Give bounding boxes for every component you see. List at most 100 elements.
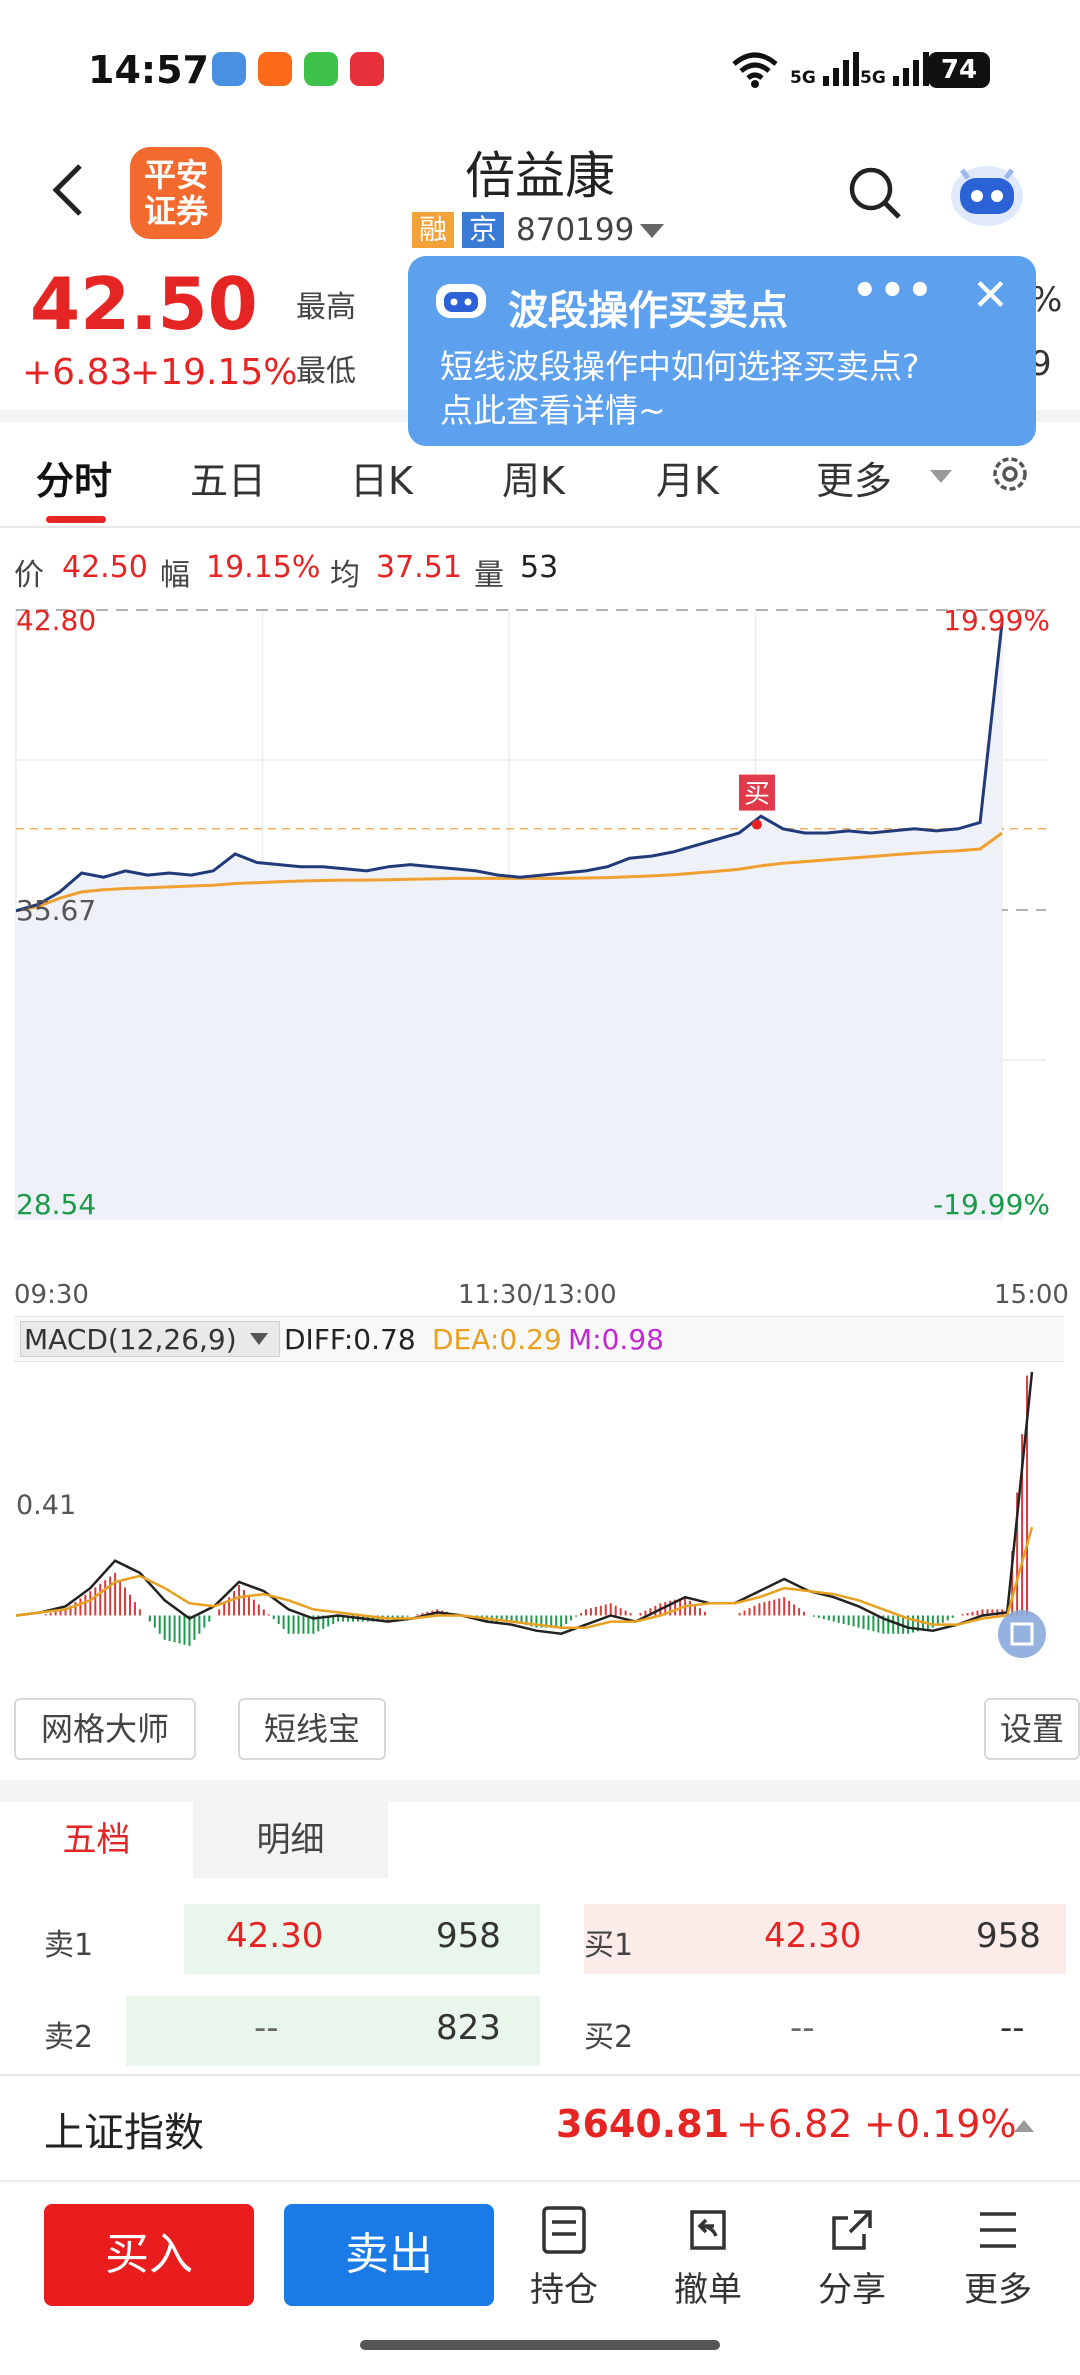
message-notification-icon — [304, 52, 338, 86]
ai-assistant-icon[interactable] — [946, 152, 1028, 234]
current-price: 42.50 — [30, 262, 258, 346]
tabs-divider — [0, 526, 1080, 528]
cancel-order-icon — [690, 2210, 726, 2250]
app-notification-icon — [212, 52, 246, 86]
order-book: 卖1 42.30 958 卖2 -- 823 买1 42.30 958 买2 -… — [0, 1878, 1080, 2070]
index-change: +6.82 — [736, 2102, 853, 2146]
sell2-label: 卖2 — [44, 2020, 94, 2055]
margin-tag: 融 — [412, 212, 454, 248]
menu-icon — [980, 2212, 1016, 2248]
tab-intraday[interactable]: 分时 — [36, 459, 113, 503]
settings-button[interactable]: 设置 — [984, 1698, 1080, 1760]
buy-signal-label: 买 — [744, 780, 770, 810]
buy2-volume: -- — [1000, 2008, 1025, 2048]
logo-text: 平安 证券 — [143, 156, 208, 230]
stock-name: 倍益康 — [465, 147, 615, 205]
macd-m-label: M:0.98 — [568, 1323, 664, 1356]
macd-diff-line — [15, 1371, 1034, 1635]
macd-header: MACD(12,26,9) DIFF:0.78 DEA:0.29 M:0.98 — [14, 1316, 1064, 1362]
buy-depth-bar — [584, 1904, 1066, 1974]
buy-signal-dot — [751, 819, 762, 830]
nav-holdings[interactable]: 持仓 — [504, 2204, 624, 2354]
info-range-value: 19.15% — [206, 550, 321, 585]
tab-five-day[interactable]: 五日 — [190, 459, 267, 503]
tab-detail[interactable]: 明细 — [193, 1802, 388, 1878]
y-label-prev-close: 35.67 — [16, 894, 96, 927]
nav-holdings-label: 持仓 — [530, 2270, 598, 2310]
popup-title: 波段操作买卖点 — [508, 288, 788, 334]
nav-share[interactable]: 分享 — [792, 2204, 912, 2354]
y-label-high-pct: 19.99% — [943, 604, 1050, 637]
price-change-percent: +19.15% — [130, 352, 298, 393]
y-label-low-pct: -19.99% — [933, 1188, 1050, 1221]
nav-more[interactable]: 更多 — [938, 2204, 1058, 2354]
index-ticker[interactable]: 上证指数 3640.81 +6.82 +0.19% — [0, 2074, 1080, 2182]
signal-label: 5G — [790, 68, 816, 88]
index-name: 上证指数 — [44, 2110, 204, 2156]
info-price-value: 42.50 — [62, 550, 148, 585]
y-label-high: 42.80 — [16, 604, 96, 637]
index-change-percent: +0.19% — [864, 2102, 1017, 2146]
buy1-volume: 958 — [976, 1916, 1041, 1956]
popup-link-text[interactable]: 点此查看详情~ — [440, 391, 666, 430]
share-icon — [832, 2210, 872, 2250]
tab-daily-k[interactable]: 日K — [350, 459, 413, 503]
nav-cancel-order[interactable]: 撤单 — [648, 2204, 768, 2354]
chevron-down-icon[interactable] — [640, 224, 664, 238]
info-price-label: 价 — [14, 558, 44, 593]
sell1-label: 卖1 — [44, 1928, 94, 1963]
app-notification-icon — [350, 52, 384, 86]
time-axis-mid: 11:30/13:00 — [458, 1280, 617, 1310]
chevron-down-icon[interactable] — [250, 1333, 268, 1345]
macd-title[interactable]: MACD(12,26,9) — [24, 1323, 237, 1356]
more-dots-icon[interactable]: ••• — [852, 268, 935, 314]
close-icon[interactable]: ✕ — [972, 270, 1009, 321]
popup-text: 短线波段操作中如何选择买卖点? — [440, 347, 920, 386]
price-change: +6.83 — [22, 352, 133, 393]
tab-five-levels[interactable]: 五档 — [0, 1802, 193, 1878]
status-bar: 14:57 5G 5G 74 — [0, 0, 1080, 130]
buy-button[interactable]: 买入 — [44, 2204, 254, 2306]
short-line-button[interactable]: 短线宝 — [238, 1698, 386, 1760]
info-range-label: 幅 — [160, 558, 190, 593]
sell2-volume: 823 — [436, 2008, 501, 2048]
macd-selector[interactable] — [20, 1321, 280, 1357]
nav-more-label: 更多 — [964, 2270, 1032, 2310]
info-avg-value: 37.51 — [376, 550, 462, 585]
signal-icon: 5G — [790, 50, 861, 88]
back-arrow-icon[interactable] — [48, 162, 88, 218]
chevron-down-icon[interactable] — [930, 470, 952, 483]
intraday-chart[interactable]: 买 42.80 35.67 28.54 19.99% -19.99% — [14, 600, 1054, 1270]
sell-depth-bar — [126, 1996, 540, 2066]
sell-button[interactable]: 卖出 — [284, 2204, 494, 2306]
buy1-label: 买1 — [584, 1928, 634, 1963]
order-book-tab-spacer — [388, 1802, 1080, 1878]
gear-icon[interactable] — [988, 452, 1032, 496]
float-button[interactable] — [998, 1610, 1046, 1658]
macd-chart[interactable]: 0.41 — [14, 1362, 1054, 1672]
macd-diff-label: DIFF:0.78 — [284, 1323, 416, 1356]
high-label: 最高 — [296, 290, 356, 325]
search-icon[interactable] — [846, 164, 904, 222]
tab-weekly-k[interactable]: 周K — [502, 459, 565, 503]
tab-monthly-k[interactable]: 月K — [656, 459, 719, 503]
tab-more[interactable]: 更多 — [816, 459, 893, 503]
nav-cancel-label: 撤单 — [674, 2270, 742, 2310]
home-indicator — [360, 2340, 720, 2350]
chevron-up-icon[interactable] — [1014, 2120, 1034, 2132]
index-value: 3640.81 — [556, 2102, 730, 2146]
exchange-tag: 京 — [462, 212, 504, 248]
active-tab-indicator — [46, 516, 106, 523]
grid-master-button[interactable]: 网格大师 — [14, 1698, 196, 1760]
stock-code[interactable]: 870199 — [516, 212, 635, 248]
buy2-label: 买2 — [584, 2020, 634, 2055]
expand-icon — [1010, 1622, 1034, 1646]
sell1-price: 42.30 — [226, 1916, 324, 1956]
macd-y-label: 0.41 — [16, 1490, 76, 1521]
macd-dea-label: DEA:0.29 — [432, 1323, 562, 1356]
holdings-icon — [542, 2206, 586, 2254]
sell2-price: -- — [254, 2008, 279, 2048]
macd-dea-line — [15, 1526, 1034, 1629]
info-avg-label: 均 — [330, 558, 360, 593]
promo-popup[interactable]: 波段操作买卖点 ••• ✕ 短线波段操作中如何选择买卖点? 点此查看详情~ — [408, 256, 1036, 446]
